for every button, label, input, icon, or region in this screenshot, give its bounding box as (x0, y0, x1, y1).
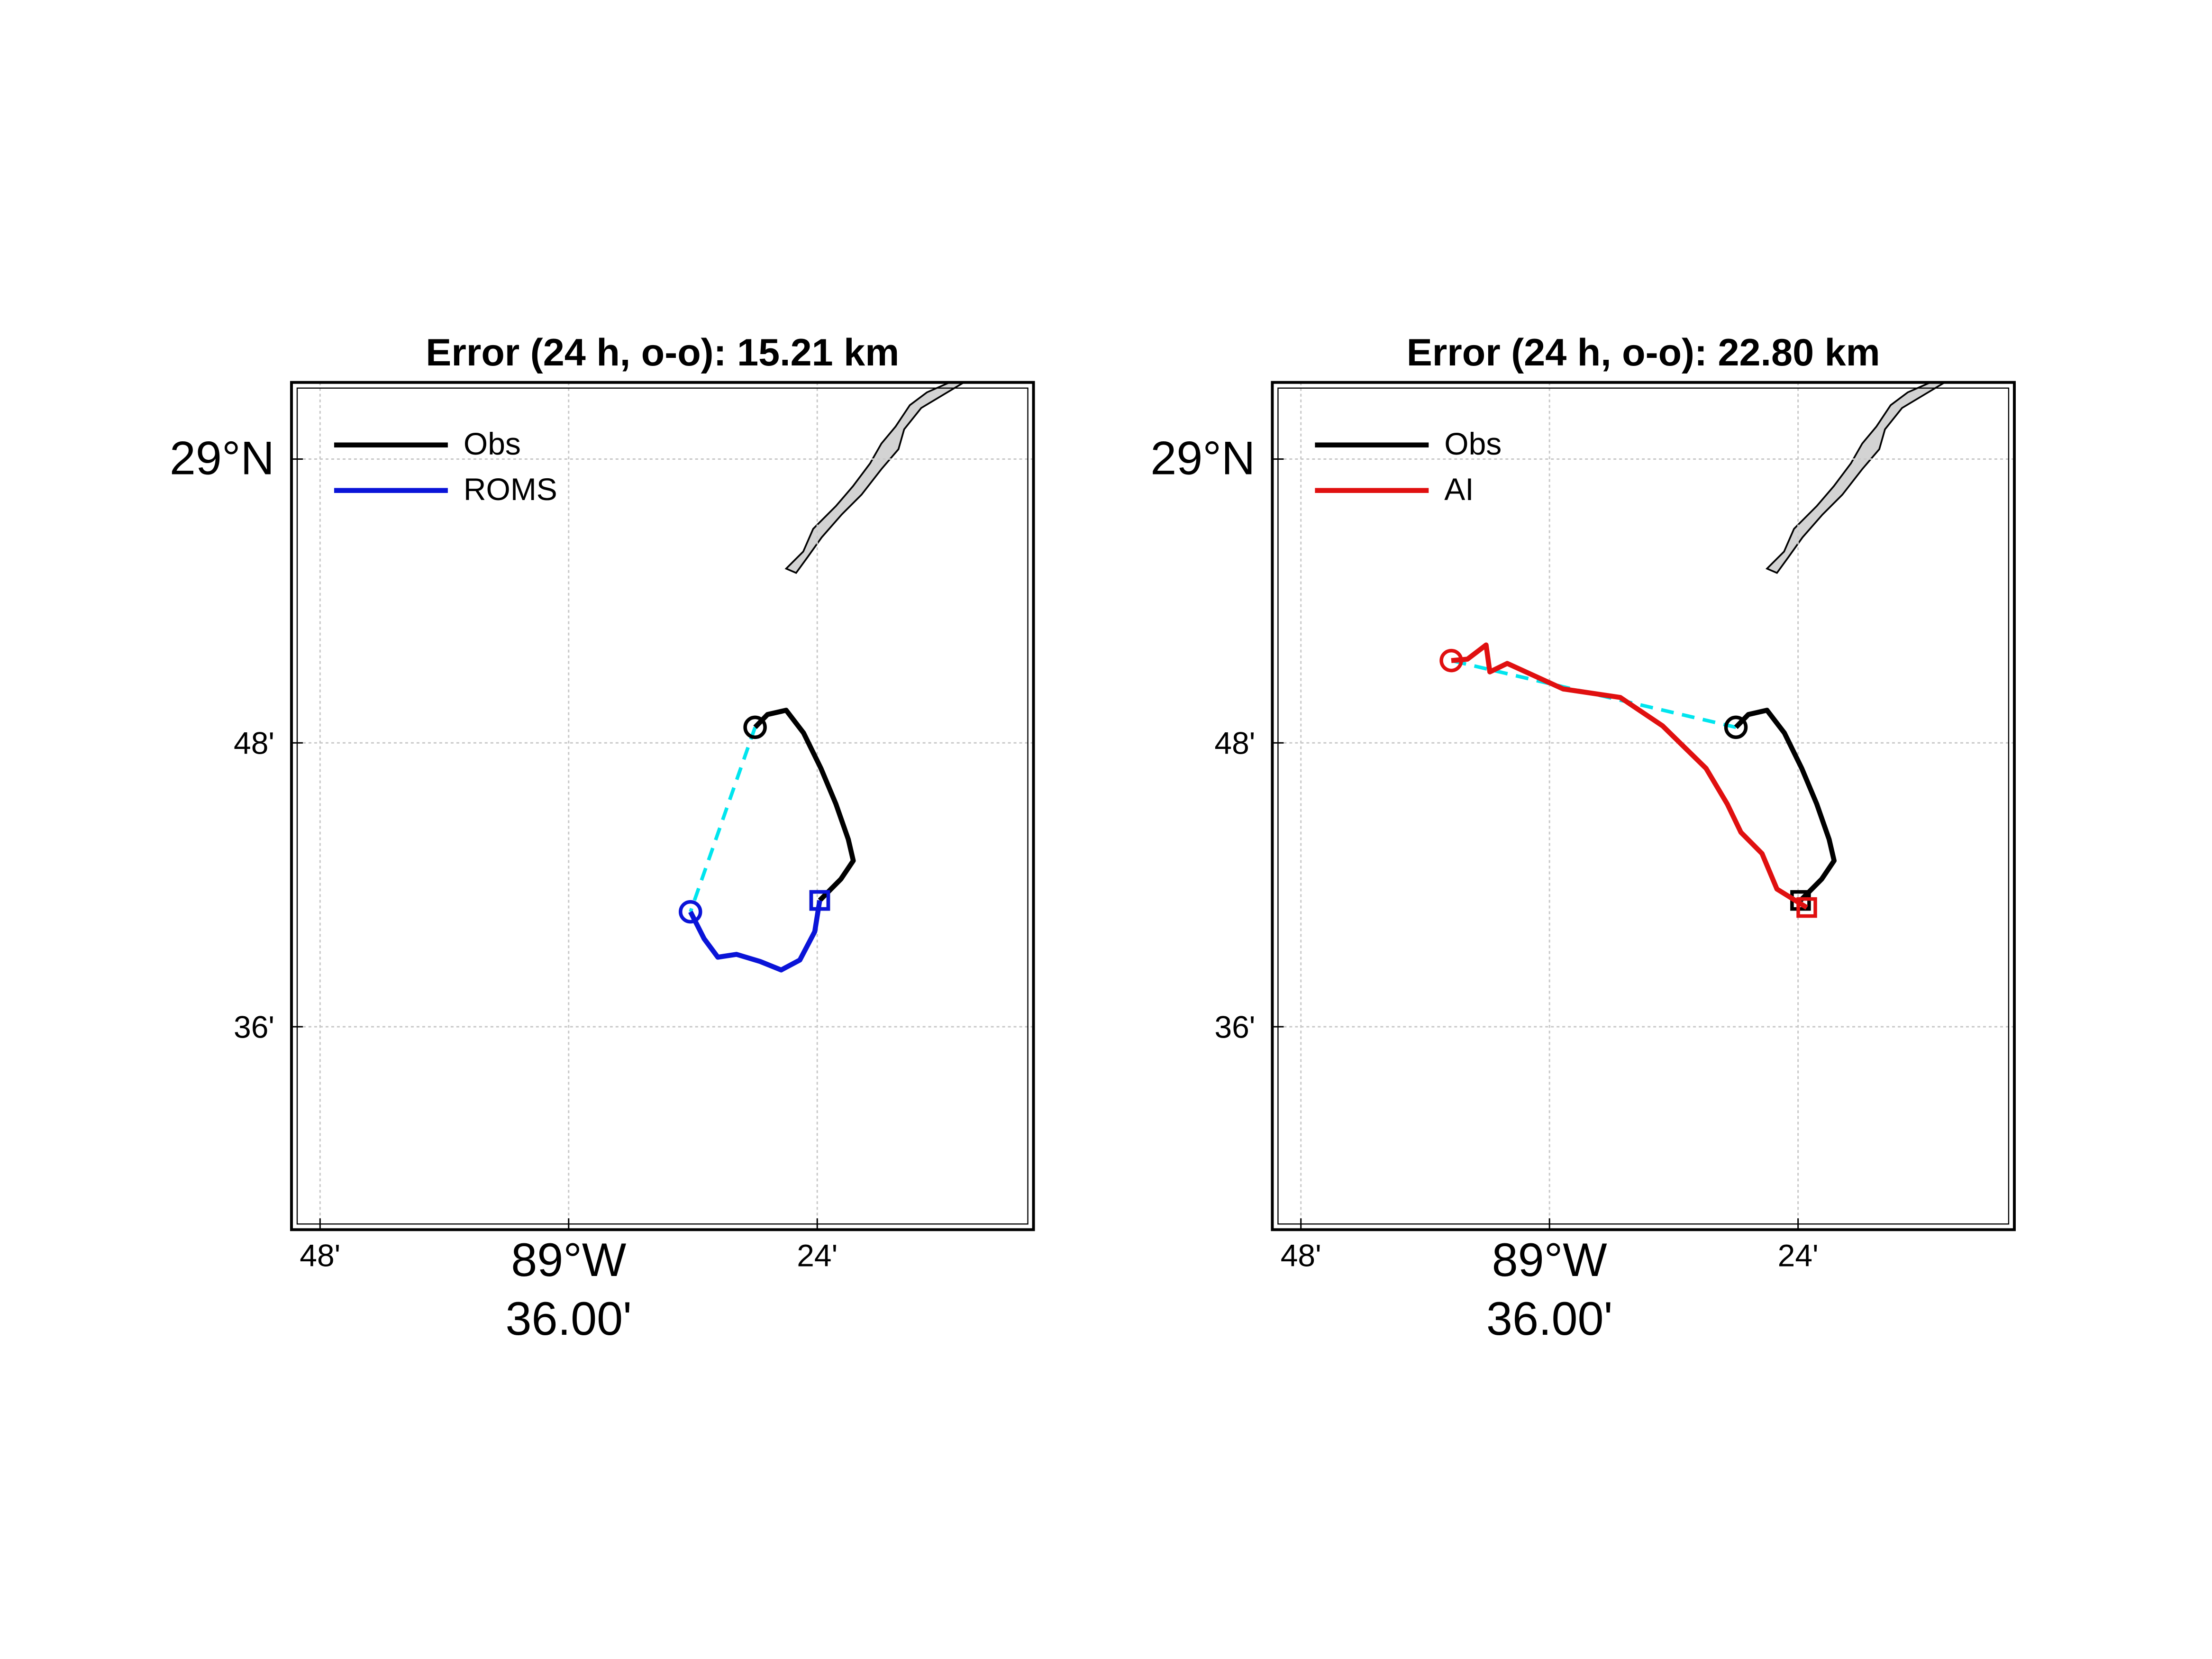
plot-frame-inner (1277, 387, 2010, 1225)
x-tick-label: 48' (300, 1238, 340, 1273)
x-tick-label: 24' (797, 1238, 837, 1273)
y-tick-label: 36' (234, 1010, 274, 1045)
y-tick-label: 48' (234, 726, 274, 761)
legend-label: ROMS (464, 472, 557, 507)
trajectory (1734, 708, 1837, 902)
end-marker (1724, 715, 1748, 739)
y-tick-label: 29°N (170, 432, 274, 484)
x-tick-label: 89°W 36.00' (1486, 1233, 1613, 1345)
y-tick-label: 29°N (1150, 432, 1255, 484)
end-marker (743, 715, 767, 739)
error-connector (689, 727, 757, 912)
end-marker (679, 900, 702, 924)
plot-frame (1271, 381, 2016, 1231)
error-connector (1451, 658, 1737, 729)
trajectory (753, 708, 856, 902)
y-tick-label: 36' (1214, 1010, 1255, 1045)
end-marker (1439, 648, 1463, 673)
x-tick-label: 89°W 36.00' (505, 1233, 632, 1345)
y-tick-label: 48' (1214, 726, 1255, 761)
legend-label: Obs (1444, 426, 1502, 461)
plot-frame (290, 381, 1035, 1231)
plot-frame-inner (296, 387, 1029, 1225)
trajectory (688, 900, 822, 973)
legend-label: Obs (464, 426, 521, 461)
chart-title: Error (24 h, o-o): 15.21 km (426, 331, 899, 374)
x-tick-label: 24' (1778, 1238, 1819, 1273)
legend-label: AI (1444, 472, 1474, 507)
start-marker (809, 890, 830, 911)
coastline (785, 381, 965, 574)
start-marker (1796, 897, 1817, 918)
trajectory (1451, 642, 1808, 910)
coastline (1766, 381, 1946, 574)
chart-title: Error (24 h, o-o): 22.80 km (1407, 331, 1880, 374)
x-tick-label: 48' (1281, 1238, 1321, 1273)
